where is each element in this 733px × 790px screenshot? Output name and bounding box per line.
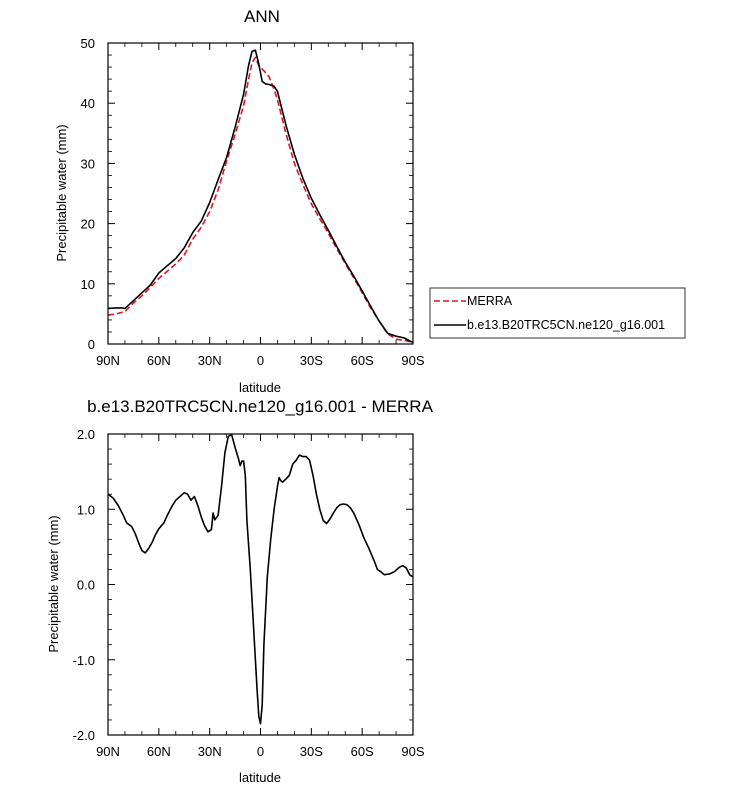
bottom-y-tick-label: -1.0	[73, 653, 95, 668]
bottom-plot-frame	[107, 433, 414, 736]
bottom-x-tick-label: 60S	[351, 744, 374, 759]
bottom-y-tick-label: 1.0	[77, 502, 95, 517]
top-x-tick-label: 30N	[198, 353, 222, 368]
top-y-tick-label: 10	[81, 277, 95, 292]
bottom-y-tick-label: 2.0	[77, 427, 95, 442]
bottom-chart-title: b.e13.B20TRC5CN.ne120_g16.001 - MERRA	[87, 397, 434, 416]
top-y-tick-label: 40	[81, 96, 95, 111]
top-series-line-b-e13-b20trc5cn-ne120-g16-001	[107, 49, 414, 343]
top-x-tick-label: 60N	[147, 353, 171, 368]
bottom-x-tick-label: 60N	[147, 744, 171, 759]
top-y-tick-label: 30	[81, 156, 95, 171]
bottom-x-axis-label: latitude	[239, 770, 281, 785]
top-x-axis-label: latitude	[239, 380, 281, 395]
bottom-axis-ticks	[107, 433, 414, 736]
bottom-panel: b.e13.B20TRC5CN.ne120_g16.001 - MERRA 90…	[46, 397, 434, 785]
top-y-tick-label: 50	[81, 36, 95, 51]
top-x-tick-label: 90S	[401, 353, 424, 368]
top-y-tick-label: 0	[88, 337, 95, 352]
top-x-tick-label: 0	[257, 353, 264, 368]
legend: MERRA b.e13.B20TRC5CN.ne120_g16.001	[429, 287, 686, 339]
top-x-tick-label: 60S	[351, 353, 374, 368]
bottom-y-axis-label: Precipitable water (mm)	[46, 515, 61, 652]
bottom-y-tick-label: 0.0	[77, 578, 95, 593]
bottom-series-line-0	[107, 434, 414, 725]
legend-label-model: b.e13.B20TRC5CN.ne120_g16.001	[467, 318, 665, 332]
bottom-x-tick-label: 90N	[96, 744, 120, 759]
bottom-x-tick-label: 90S	[401, 744, 424, 759]
legend-box	[429, 287, 686, 339]
top-y-tick-label: 20	[81, 217, 95, 232]
top-plot-frame	[107, 42, 414, 345]
top-x-tick-label: 90N	[96, 353, 120, 368]
top-tick-labels: 90N 60N 30N 0 30S 60S 90S 0 10 20 30 40 50	[81, 36, 425, 368]
bottom-x-tick-label: 30N	[198, 744, 222, 759]
legend-label-merra: MERRA	[467, 294, 513, 308]
top-x-tick-label: 30S	[300, 353, 323, 368]
bottom-x-tick-label: 30S	[300, 744, 323, 759]
bottom-y-tick-label: -2.0	[73, 728, 95, 743]
top-series	[107, 49, 414, 343]
bottom-x-tick-label: 0	[257, 744, 264, 759]
bottom-series	[107, 434, 414, 725]
bottom-tick-labels: 90N 60N 30N 0 30S 60S 90S -2.0 -1.0 0.0 1.0 2.0	[73, 427, 425, 759]
top-panel: ANN 90N 60N 30N 0 30S 60S 90S 0 10 20 30 40 50 latit…	[54, 7, 425, 395]
top-chart-title: ANN	[244, 7, 280, 26]
top-y-axis-label: Precipitable water (mm)	[54, 124, 69, 261]
